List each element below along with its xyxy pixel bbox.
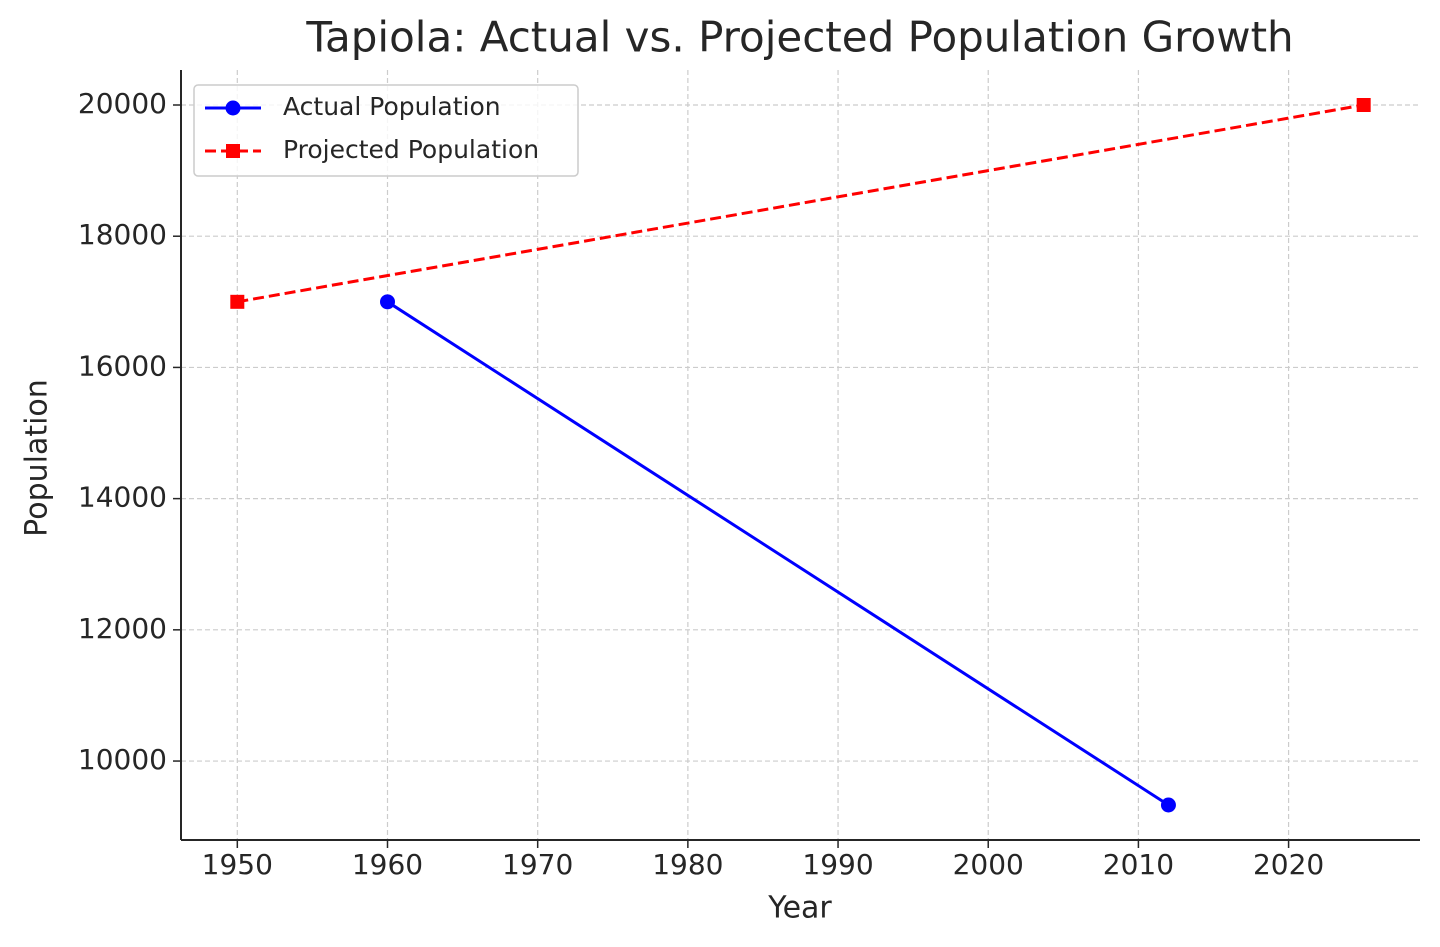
y-tick-label: 16000	[78, 349, 167, 382]
x-tick-label: 1970	[502, 848, 573, 881]
x-tick-label: 1950	[202, 848, 273, 881]
y-tick-label: 14000	[78, 481, 167, 514]
x-tick-label: 2020	[1253, 848, 1324, 881]
data-point	[1160, 797, 1176, 813]
y-axis-label: Population	[20, 379, 55, 537]
x-axis-label: Year	[767, 891, 832, 926]
series-line	[237, 103, 1364, 304]
y-tick-label: 20000	[78, 87, 167, 120]
x-tick-label: 1980	[652, 848, 723, 881]
data-point	[230, 294, 245, 309]
legend-box	[193, 84, 579, 177]
data-point	[380, 294, 395, 310]
x-tick-label: 1990	[802, 848, 873, 881]
chart-title: Tapiola: Actual vs. Projected Population…	[305, 13, 1293, 62]
legend-marker	[225, 100, 241, 116]
legend: Actual Population Projected Population	[193, 84, 579, 177]
y-tick-label: 18000	[78, 218, 167, 251]
data-point	[1356, 98, 1371, 112]
y-tick-label: 12000	[78, 612, 167, 645]
x-tick-label: 1960	[352, 848, 423, 881]
legend-label: Actual Population	[283, 92, 501, 121]
legend-label: Projected Population	[283, 135, 539, 164]
series-line	[386, 300, 1170, 807]
legend-marker	[226, 144, 240, 158]
x-tick-label: 2010	[1103, 848, 1174, 881]
y-tick-label: 10000	[78, 743, 167, 776]
x-tick-label: 2000	[953, 848, 1024, 881]
